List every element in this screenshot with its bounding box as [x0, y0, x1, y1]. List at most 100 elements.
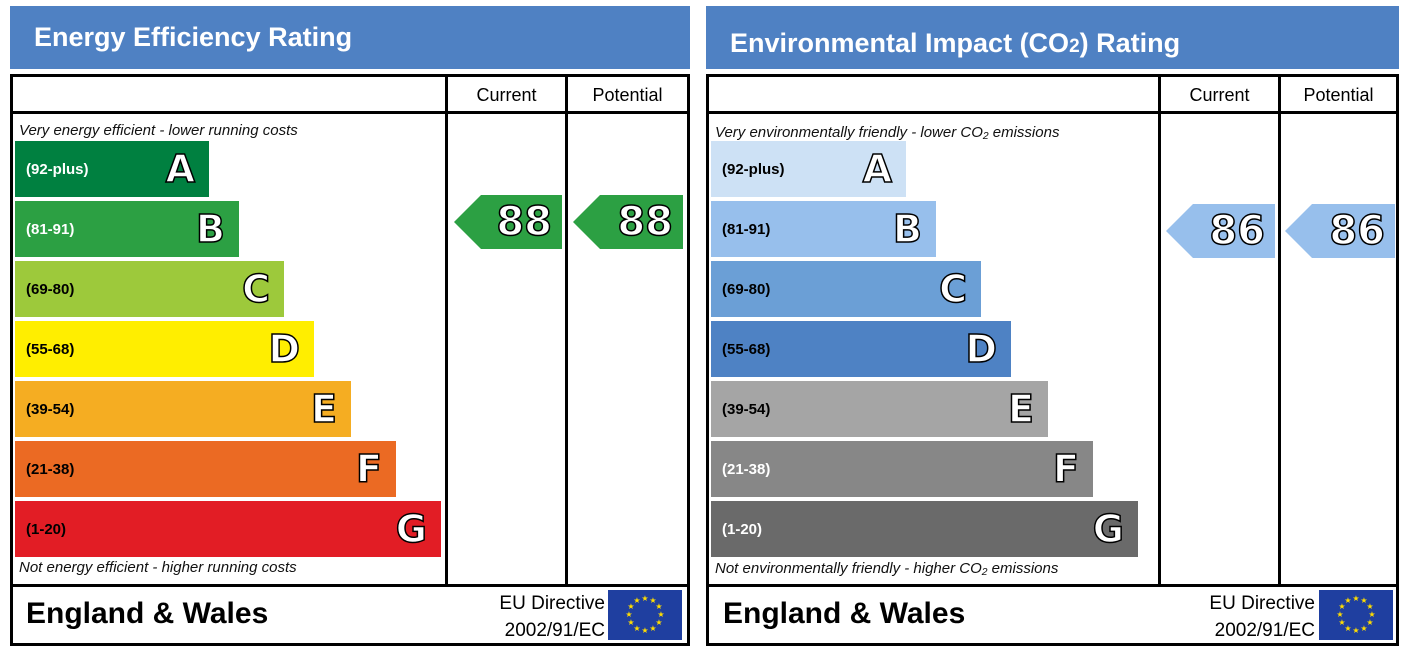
arrow-shape-icon	[573, 195, 683, 249]
band-range: (81-91)	[722, 220, 771, 238]
bottom-caption: Not energy efficient - higher running co…	[19, 559, 297, 576]
svg-text:★: ★	[1368, 610, 1375, 619]
band-letter: G	[395, 506, 428, 552]
potential-rating-arrow: 86	[1285, 204, 1395, 258]
svg-text:★: ★	[627, 618, 634, 627]
bottom-caption: Not environmentally friendly - higher CO…	[715, 560, 1059, 577]
band-letter: E	[1007, 386, 1034, 432]
svg-text:★: ★	[649, 624, 656, 633]
band-letter: E	[310, 386, 337, 432]
column-header-potential: Potential	[1303, 85, 1374, 105]
band-letter: G	[1092, 506, 1125, 552]
band-letter: B	[892, 206, 922, 252]
band-a: (92-plus) A	[711, 141, 906, 197]
svg-text:★: ★	[1366, 618, 1373, 627]
column-divider	[445, 77, 448, 587]
svg-text:★: ★	[655, 618, 662, 627]
band-letter: F	[355, 446, 382, 492]
band-letter: C	[241, 266, 270, 312]
band-range: (21-38)	[722, 460, 771, 478]
eu-directive-text: EU Directive 2002/91/EC	[1159, 590, 1315, 644]
directive-line1: EU Directive	[499, 593, 605, 614]
svg-text:★: ★	[1360, 596, 1367, 605]
svg-text:★: ★	[1344, 596, 1351, 605]
top-caption: Very environmentally friendly - lower CO…	[715, 124, 1060, 141]
footer-divider	[13, 584, 687, 587]
band-f: (21-38) F	[711, 441, 1093, 497]
column-divider	[565, 77, 568, 587]
directive-line1: EU Directive	[1209, 593, 1315, 614]
band-e: (39-54) E	[711, 381, 1048, 437]
band-b: (81-91) B	[711, 201, 936, 257]
band-range: (92-plus)	[722, 160, 785, 178]
current-rating-value: 86	[1209, 207, 1266, 255]
band-b: (81-91) B	[15, 201, 239, 257]
top-caption: Very energy efficient - lower running co…	[19, 122, 298, 139]
potential-rating-arrow: 88	[573, 195, 683, 249]
band-letter: F	[1052, 446, 1079, 492]
band-letter: D	[268, 326, 301, 372]
band-range: (55-68)	[722, 340, 771, 358]
title-text: Energy Efficiency Rating	[34, 22, 353, 52]
potential-rating-value: 86	[1329, 207, 1386, 255]
svg-text:★: ★	[633, 624, 640, 633]
band-range: (39-54)	[26, 400, 75, 418]
band-letter: A	[862, 146, 893, 192]
rating-frame: Current Potential Very environmentally f…	[706, 74, 1399, 646]
svg-text:★: ★	[641, 594, 648, 603]
svg-text:★: ★	[633, 596, 640, 605]
footer-country: England & Wales	[26, 597, 269, 630]
title-text-end: ) Rating	[1079, 28, 1181, 58]
column-divider	[1158, 77, 1161, 587]
eu-flag-icon: ★ ★ ★ ★ ★ ★ ★ ★ ★ ★ ★ ★	[608, 590, 682, 640]
band-d: (55-68) D	[15, 321, 314, 377]
column-header-current: Current	[1189, 85, 1250, 105]
band-range: (69-80)	[722, 280, 771, 298]
title-subscript: 2	[1069, 35, 1080, 57]
band-f: (21-38) F	[15, 441, 396, 497]
rating-frame: Current Potential Very energy efficient …	[10, 74, 690, 646]
band-letter: B	[195, 206, 225, 252]
svg-text:★: ★	[657, 610, 664, 619]
svg-text:★: ★	[1352, 626, 1359, 635]
column-divider	[1278, 77, 1281, 587]
svg-text:★: ★	[1338, 602, 1345, 611]
svg-text:★: ★	[1360, 624, 1367, 633]
footer-divider	[709, 584, 1396, 587]
eu-directive-text: EU Directive 2002/91/EC	[453, 590, 605, 644]
band-e: (39-54) E	[15, 381, 351, 437]
column-header-current: Current	[476, 85, 537, 105]
band-range: (21-38)	[26, 460, 75, 478]
band-range: (1-20)	[26, 520, 67, 538]
svg-text:★: ★	[625, 610, 632, 619]
header-row	[13, 77, 687, 114]
band-g: (1-20) G	[711, 501, 1138, 557]
band-letter: C	[938, 266, 967, 312]
band-c: (69-80) C	[15, 261, 284, 317]
arrow-shape-icon	[454, 195, 562, 249]
band-range: (69-80)	[26, 280, 75, 298]
svg-text:★: ★	[1352, 594, 1359, 603]
energy-efficiency-panel: Energy Efficiency Rating Current Potenti…	[10, 0, 690, 652]
svg-text:★: ★	[1338, 618, 1345, 627]
energy-efficiency-title: Energy Efficiency Rating	[10, 6, 690, 69]
band-d: (55-68) D	[711, 321, 1011, 377]
potential-rating-value: 88	[617, 198, 674, 246]
arrow-shape-icon	[1285, 204, 1395, 258]
band-a: (92-plus) A	[15, 141, 209, 197]
environmental-impact-title: Environmental Impact (CO 2) Rating	[706, 6, 1399, 69]
title-text: Environmental Impact (CO	[730, 28, 1070, 58]
directive-line2: 2002/91/EC	[504, 620, 605, 641]
directive-line2: 2002/91/EC	[1214, 620, 1315, 641]
band-letter: A	[165, 146, 196, 192]
svg-text:★: ★	[1344, 624, 1351, 633]
environmental-impact-panel: Environmental Impact (CO 2) Rating Curren…	[706, 0, 1399, 652]
band-range: (1-20)	[722, 520, 763, 538]
band-range: (39-54)	[722, 400, 771, 418]
band-range: (92-plus)	[26, 160, 89, 178]
svg-text:★: ★	[641, 626, 648, 635]
arrow-shape-icon	[1166, 204, 1275, 258]
current-rating-arrow: 88	[454, 195, 562, 249]
band-range: (81-91)	[26, 220, 75, 238]
footer-country: England & Wales	[723, 597, 966, 630]
